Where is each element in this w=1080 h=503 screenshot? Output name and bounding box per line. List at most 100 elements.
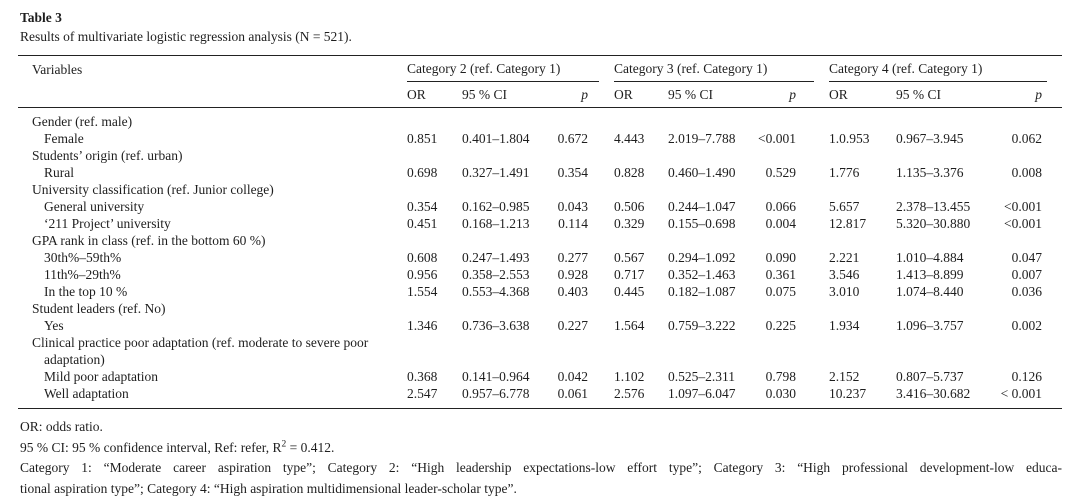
variable-label: General university <box>44 199 145 214</box>
variable-group-row: GPA rank in class (ref. in the bottom 60… <box>18 232 1062 249</box>
cell-p: < 0.001 <box>1000 386 1042 401</box>
column-header-p: p <box>546 82 614 108</box>
variable-label: Clinical practice poor adaptation (ref. … <box>32 335 369 367</box>
cell-or: 1.346 <box>407 318 438 333</box>
cell-or: 0.608 <box>407 250 438 265</box>
table-body: Gender (ref. male) Female 0.851 0.401–1.804… <box>18 108 1062 409</box>
cell-or: 3.546 <box>829 267 860 282</box>
cell-p: 0.036 <box>1011 284 1042 299</box>
cell-p: 0.672 <box>557 131 588 146</box>
cell-or <box>614 232 668 249</box>
variable-label: GPA rank in class (ref. in the bottom 60… <box>32 233 266 248</box>
variable-label: Students’ origin (ref. urban) <box>32 148 183 163</box>
header-group-row: Variables Category 2 (ref. Category 1) C… <box>18 55 1062 108</box>
cell-p: <0.001 <box>1004 216 1042 231</box>
cell-or: 10.237 <box>829 386 867 401</box>
cell-p <box>1000 181 1062 198</box>
cell-ci <box>668 232 754 249</box>
cell-p: 0.126 <box>1011 369 1042 384</box>
cell-p <box>1000 108 1062 131</box>
table-footnotes: OR: odds ratio. 95 % CI: 95 % confidence… <box>18 417 1062 499</box>
footnote-ci-r2: 95 % CI: 95 % confidence interval, Ref: … <box>20 439 335 455</box>
variable-group-row: Gender (ref. male) <box>18 108 1062 131</box>
cell-or <box>407 232 462 249</box>
cell-or: 5.657 <box>829 199 860 214</box>
column-group-category3: Category 3 (ref. Category 1) <box>614 56 829 82</box>
column-header-ci: 95 % CI <box>668 82 754 108</box>
cell-p <box>1000 334 1062 368</box>
cell-ci <box>896 232 1000 249</box>
cell-ci: 0.247–1.493 <box>462 250 530 265</box>
cell-ci <box>668 300 754 317</box>
cell-or: 0.698 <box>407 165 438 180</box>
variable-label: 11th%–29th% <box>44 267 121 282</box>
cell-p: 0.042 <box>557 369 588 384</box>
cell-ci: 2.378–13.455 <box>896 199 971 214</box>
cell-or: 0.567 <box>614 250 645 265</box>
cell-ci: 0.358–2.553 <box>462 267 530 282</box>
column-header-or: OR <box>407 82 462 108</box>
cell-ci <box>462 334 546 368</box>
cell-or <box>829 108 896 131</box>
cell-p: 0.066 <box>765 199 796 214</box>
cell-or: 1.776 <box>829 165 860 180</box>
cell-p <box>546 300 614 317</box>
cell-p <box>754 181 829 198</box>
cell-ci: 0.162–0.985 <box>462 199 530 214</box>
cell-or <box>829 334 896 368</box>
cell-p: 0.798 <box>765 369 796 384</box>
cell-or <box>614 147 668 164</box>
cell-p <box>546 334 614 368</box>
cell-or: 0.368 <box>407 369 438 384</box>
cell-ci: 0.155–0.698 <box>668 216 736 231</box>
cell-ci: 0.759–3.222 <box>668 318 736 333</box>
cell-p: 0.007 <box>1011 267 1042 282</box>
cell-ci <box>462 181 546 198</box>
cell-or: 1.554 <box>407 284 438 299</box>
footnote-categories-line1: Category 1: “Moderate career aspiration … <box>20 460 1062 475</box>
cell-p <box>754 232 829 249</box>
cell-ci: 0.244–1.047 <box>668 199 736 214</box>
cell-ci: 0.182–1.087 <box>668 284 736 299</box>
cell-ci <box>896 147 1000 164</box>
cell-or <box>407 108 462 131</box>
cell-ci: 0.352–1.463 <box>668 267 736 282</box>
cell-or: 3.010 <box>829 284 860 299</box>
header-sub-row: OR 95 % CI p OR 95 % CI p OR 95 % CI p <box>18 82 1062 108</box>
cell-p: 0.002 <box>1011 318 1042 333</box>
cell-p: 0.075 <box>765 284 796 299</box>
cell-or <box>407 181 462 198</box>
cell-or <box>407 334 462 368</box>
data-row: Female 0.851 0.401–1.804 0.672 4.443 2.019–7.… <box>18 130 1062 147</box>
column-header-p: p <box>754 82 829 108</box>
cell-p: 0.062 <box>1011 131 1042 146</box>
cell-p: 0.529 <box>765 165 796 180</box>
cell-or: 4.443 <box>614 131 645 146</box>
cell-or: 12.817 <box>829 216 867 231</box>
cell-or: 0.717 <box>614 267 645 282</box>
cell-ci: 0.957–6.778 <box>462 386 530 401</box>
cell-p: 0.354 <box>557 165 588 180</box>
cell-ci <box>896 108 1000 131</box>
variable-label: Rural <box>44 165 74 180</box>
cell-ci: 0.807–5.737 <box>896 369 964 384</box>
cell-ci: 1.413–8.899 <box>896 267 964 282</box>
cell-or: 1.564 <box>614 318 645 333</box>
data-row: ‘211 Project’ university 0.451 0.168–1.213… <box>18 215 1062 232</box>
category2-group-label: Category 2 (ref. Category 1) <box>407 61 561 76</box>
cell-p <box>546 232 614 249</box>
cell-p <box>546 108 614 131</box>
cell-or: 2.152 <box>829 369 860 384</box>
variable-group-row: Students’ origin (ref. urban) <box>18 147 1062 164</box>
regression-table: Variables Category 2 (ref. Category 1) C… <box>18 55 1062 409</box>
cell-p: 0.114 <box>558 216 588 231</box>
data-row: Mild poor adaptation 0.368 0.141–0.964 0.04… <box>18 368 1062 385</box>
cell-p <box>546 147 614 164</box>
table-label: Table 3 <box>20 10 62 25</box>
category3-group-label: Category 3 (ref. Category 1) <box>614 61 768 76</box>
cell-ci: 5.320–30.880 <box>896 216 971 231</box>
cell-or: 2.576 <box>614 386 645 401</box>
cell-ci <box>668 181 754 198</box>
cell-ci <box>462 300 546 317</box>
